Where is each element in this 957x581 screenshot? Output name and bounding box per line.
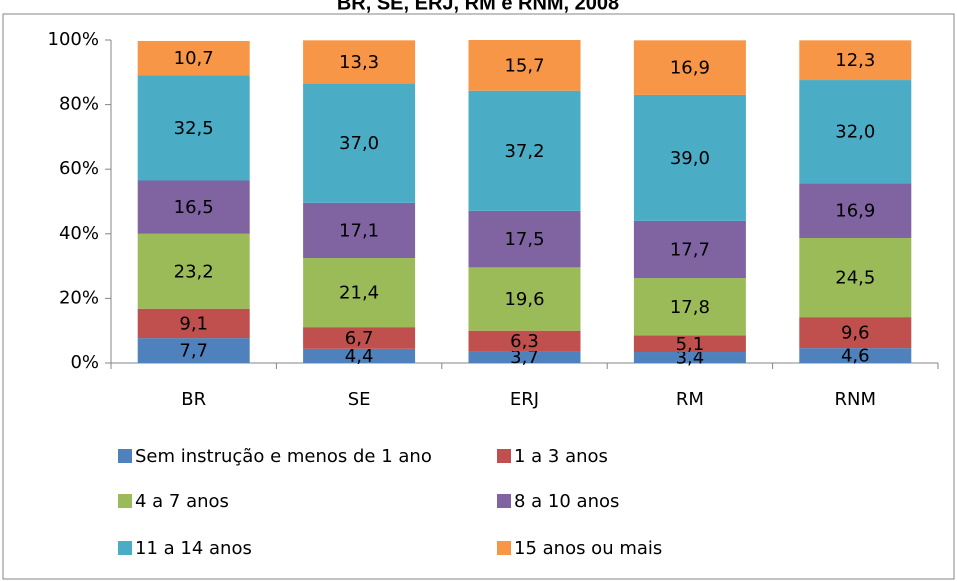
data-label: 37,0 [339,133,379,154]
bar-segment [137,233,250,309]
x-tick-label: BR [181,389,206,410]
data-label: 5,1 [676,334,705,355]
x-tick-label: RM [676,389,704,410]
legend-swatch [497,494,511,508]
data-label: 15,7 [504,55,544,76]
data-label: 39,0 [670,148,710,169]
bar-segment [303,40,416,84]
bar-segment [799,183,912,238]
data-label: 9,6 [841,323,870,344]
data-label: 7,7 [179,341,208,362]
legend-label: 11 a 14 anos [135,538,252,559]
x-tick-label: ERJ [510,389,539,410]
legend-label: 4 a 7 anos [135,491,229,512]
data-label: 32,5 [174,118,214,139]
y-tick-label: 100% [48,29,99,50]
legend-swatch [497,449,511,463]
data-label: 17,1 [339,220,379,241]
legend-swatch [118,449,132,463]
bar-segment [468,267,581,331]
data-label: 17,5 [504,229,544,250]
data-label: 19,6 [504,289,544,310]
data-label: 32,0 [835,122,875,143]
data-label: 10,7 [174,48,214,69]
data-label: 4,4 [345,346,374,367]
legend-swatch [497,541,511,555]
bar-segment [633,335,746,353]
bar-segment [137,308,250,339]
x-tick-label: RNM [835,389,877,410]
bar-segment [799,317,912,349]
data-label: 3,7 [510,347,539,368]
bar-segment [633,94,746,221]
data-label: 13,3 [339,52,379,73]
legend-swatch [118,541,132,555]
x-tick-label: SE [348,389,371,410]
chart-title: BR, SE, ERJ, RM e RNM, 2008 [337,0,619,14]
data-label: 16,9 [835,201,875,222]
data-label: 12,3 [835,50,875,71]
data-label: 6,7 [345,328,374,349]
data-label: 9,1 [179,313,208,334]
bar-segment [137,180,250,234]
bar-segment [468,40,581,91]
bar-segment [303,202,416,259]
legend-label: 15 anos ou mais [514,538,662,559]
bar-segment [633,220,746,279]
bar-segment [303,348,416,363]
bar-segment [137,40,250,76]
bar-segment [633,40,746,95]
data-label: 16,5 [174,197,214,218]
bar-segment [799,40,912,81]
y-tick-label: 60% [59,158,99,179]
data-label: 3,4 [676,348,705,369]
data-label: 21,4 [339,283,379,304]
bar-segment [799,237,912,318]
data-label: 17,8 [670,297,710,318]
bar-segment [468,330,581,352]
data-label: 24,5 [835,268,875,289]
data-label: 17,7 [670,239,710,260]
legend-label: 1 a 3 anos [514,446,608,467]
bar-segment [799,348,912,363]
bar-segment [468,90,581,211]
legend-label: 8 a 10 anos [514,491,619,512]
legend-swatch [118,494,132,508]
bar-segment [137,75,250,181]
bar-segment [468,210,581,268]
legend-label: Sem instrução e menos de 1 ano [135,446,432,467]
bar-segment [633,352,746,363]
y-tick-label: 40% [59,223,99,244]
data-label: 37,2 [504,141,544,162]
bar-segment [303,258,416,328]
bar-segment [633,278,746,336]
y-tick-label: 0% [70,352,99,373]
data-label: 4,6 [841,346,870,367]
data-label: 23,2 [174,261,214,282]
bar-segment [799,80,912,184]
bar-segment [137,338,250,363]
y-tick-label: 20% [59,287,99,308]
data-label: 6,3 [510,331,539,352]
bar-segment [468,351,581,363]
bar-segment [303,83,416,203]
y-tick-label: 80% [59,94,99,115]
data-label: 16,9 [670,58,710,79]
bar-segment [303,327,416,349]
